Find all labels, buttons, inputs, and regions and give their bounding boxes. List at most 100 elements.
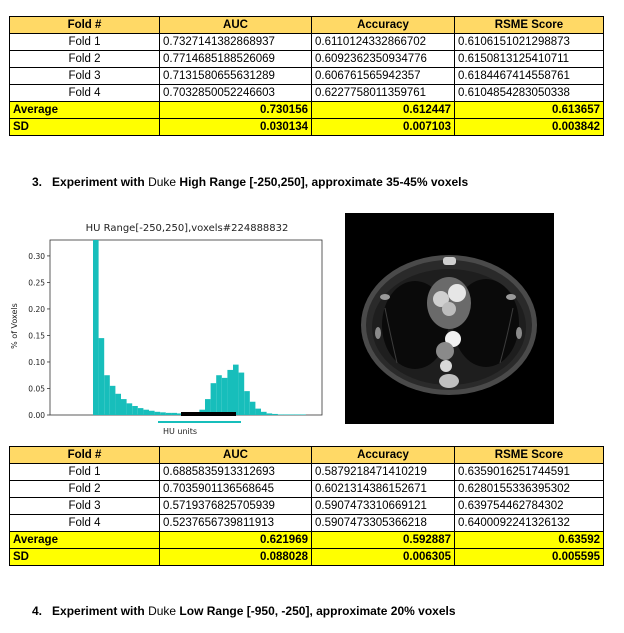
accuracy-cell: 0.5907473305366218 [311,514,455,532]
sd-rsme: 0.005595 [454,548,604,566]
fold-label: Fold 3 [9,497,160,515]
rsme-cell: 0.6150813125410711 [454,50,604,68]
table-row: Fold 3 0.7131580655631289 0.606761565942… [9,67,604,85]
auc-cell: 0.5719376825705939 [159,497,312,515]
fold-label: Fold 4 [9,514,160,532]
header-accuracy: Accuracy [311,446,455,464]
accuracy-cell: 0.6021314386152671 [311,480,455,498]
rsme-cell: 0.6184467414558761 [454,67,604,85]
y-tick-label: 0.15 [28,331,45,340]
histogram-bar [177,413,183,415]
average-auc: 0.621969 [159,531,312,549]
section-text-b: Low Range [-950, -250], approximate 20% … [176,604,456,618]
histogram-bar [160,412,166,415]
histogram-bar [238,372,245,415]
table-row: Fold 2 0.7714685188526069 0.609236235093… [9,50,604,68]
table-row: Fold 4 0.5237656739811913 0.590747330536… [9,514,604,532]
average-row: Average 0.730156 0.612447 0.613657 [9,101,604,119]
y-axis-label: % of Voxels [10,303,19,349]
section-number: 4. [32,604,43,618]
accuracy-cell: 0.6227758011359761 [311,84,455,102]
auc-cell: 0.7714685188526069 [159,50,312,68]
average-label: Average [9,531,160,549]
sd-row: SD 0.088028 0.006305 0.005595 [9,548,604,566]
histogram-bar [132,405,138,415]
histogram-bar [115,393,121,415]
section-text-duke: Duke [148,604,177,618]
sd-row: SD 0.030134 0.007103 0.003842 [9,118,604,136]
histogram-bar [244,391,250,415]
average-rsme: 0.63592 [454,531,604,549]
accuracy-cell: 0.6092362350934776 [311,50,455,68]
section-heading-4: 4. Experiment with Duke Low Range [-950,… [32,604,456,618]
average-accuracy: 0.592887 [311,531,455,549]
accuracy-cell: 0.5879218471410219 [311,463,455,481]
sd-auc: 0.088028 [159,548,312,566]
rsme-cell: 0.6106151021298873 [454,33,604,51]
histogram-bar [205,399,211,415]
rsme-cell: 0.6400092241326132 [454,514,604,532]
accuracy-cell: 0.5907473310669121 [311,497,455,515]
auc-cell: 0.7035901136568645 [159,480,312,498]
histogram-bar [261,411,267,415]
average-rsme: 0.613657 [454,101,604,119]
table-row: Fold 2 0.7035901136568645 0.602131438615… [9,480,604,498]
header-rsme: RSME Score [454,446,604,464]
hu-range-marker [181,412,236,416]
sd-rsme: 0.003842 [454,118,604,136]
fold-label: Fold 3 [9,67,160,85]
fold-label: Fold 2 [9,480,160,498]
average-row: Average 0.621969 0.592887 0.63592 [9,531,604,549]
histogram-bar [93,240,99,415]
histogram-bar [249,401,256,415]
header-auc: AUC [159,16,312,34]
histogram-bar [289,414,295,415]
histogram-bar [143,409,149,415]
histogram-bar [283,414,289,415]
rsme-cell: 0.6104854283050338 [454,84,604,102]
sd-label: SD [9,118,160,136]
histogram-bar [233,364,239,415]
auc-cell: 0.7032850052246603 [159,84,312,102]
rsme-cell: 0.639754462784302 [454,497,604,515]
histogram-bar [272,413,278,415]
header-fold: Fold # [9,16,160,34]
histogram-bar [300,414,306,415]
sd-accuracy: 0.007103 [311,118,455,136]
histogram-bar [154,411,161,415]
y-tick-label: 0.05 [28,384,45,393]
results-table-high-range-prev: Fold # AUC Accuracy RSME Score Fold 1 0.… [9,16,604,136]
header-auc: AUC [159,446,312,464]
average-accuracy: 0.612447 [311,101,455,119]
histogram-bar [109,385,116,415]
plot-frame [49,239,323,416]
fold-label: Fold 1 [9,463,160,481]
histogram-bar [137,408,144,415]
header-rsme: RSME Score [454,16,604,34]
fold-label: Fold 4 [9,84,160,102]
table-row: Fold 4 0.7032850052246603 0.622775801135… [9,84,604,102]
results-table-high-range: Fold # AUC Accuracy RSME Score Fold 1 0.… [9,446,604,566]
histogram-bar [98,338,105,415]
hu-histogram-chart: HU Range[-250,250],voxels#224888832 0.00… [10,223,323,436]
fold-label: Fold 1 [9,33,160,51]
y-tick-label: 0.00 [28,411,45,420]
histogram-bar [126,403,133,415]
chart-title: HU Range[-250,250],voxels#224888832 [86,223,289,234]
section-text-a: Experiment with [52,175,149,189]
auc-cell: 0.5237656739811913 [159,514,312,532]
x-axis-label: HU units [163,427,197,436]
sd-auc: 0.030134 [159,118,312,136]
auc-cell: 0.7131580655631289 [159,67,312,85]
histogram-bar [104,375,110,415]
sd-label: SD [9,548,160,566]
auc-cell: 0.7327141382868937 [159,33,312,51]
accuracy-cell: 0.606761565942357 [311,67,455,85]
y-tick-label: 0.30 [28,252,45,261]
histogram-bars [93,240,306,415]
y-axis-ticks: 0.00 0.05 0.10 0.15 0.20 0.25 0.30 [28,252,50,420]
accuracy-cell: 0.6110124332866702 [311,33,455,51]
section-heading-3: 3. Experiment with Duke High Range [-250… [32,175,468,189]
rsme-cell: 0.6359016251744591 [454,463,604,481]
y-tick-label: 0.25 [28,278,45,287]
